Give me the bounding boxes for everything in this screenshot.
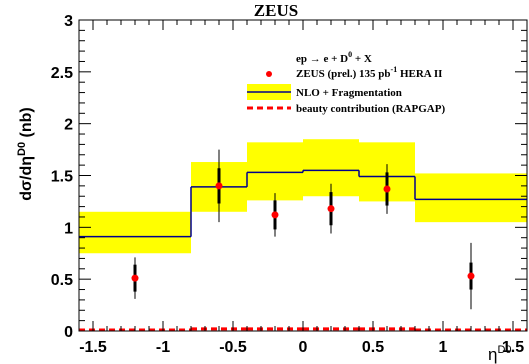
data-point bbox=[383, 185, 391, 193]
x-tick-label: 0 bbox=[299, 339, 308, 356]
y-tick-label: 3 bbox=[64, 13, 73, 30]
x-axis-label: ηD0 bbox=[488, 344, 512, 364]
y-tick-label: 1.5 bbox=[51, 169, 73, 186]
y-tick-label: 2 bbox=[64, 117, 73, 134]
legend-data-label: ZEUS (prel.) 135 pb-1 HERA II bbox=[296, 65, 442, 80]
y-tick-label: 0.5 bbox=[51, 272, 73, 289]
nlo-band-bin bbox=[79, 211, 191, 254]
data-point bbox=[327, 205, 335, 213]
x-tick-label: -1.5 bbox=[79, 339, 107, 356]
y-tick-label: 0 bbox=[64, 324, 73, 341]
x-tick-label: 1.5 bbox=[502, 339, 524, 356]
legend-data-marker bbox=[266, 71, 272, 77]
nlo-band-bin bbox=[415, 173, 527, 223]
y-axis-label: dσ/dηD0 (nb) bbox=[16, 107, 35, 200]
legend-nlo-label: NLO + Fragmentation bbox=[296, 87, 402, 99]
axes-layer bbox=[78, 19, 528, 332]
x-tick-label: 0.5 bbox=[362, 339, 384, 356]
x-tick-label: -1 bbox=[156, 339, 170, 356]
data-point bbox=[215, 182, 223, 190]
x-tick-label: -0.5 bbox=[219, 339, 247, 356]
nlo-band-bin bbox=[247, 142, 303, 201]
x-tick-label: 1 bbox=[439, 339, 448, 356]
process-label: ep → e + D0 + X bbox=[296, 50, 372, 65]
data-point bbox=[467, 272, 475, 280]
legend: ep → e + D0 + X ZEUS (prel.) 135 pb-1 HE… bbox=[247, 50, 445, 115]
legend-beauty-label: beauty contribution (RAPGAP) bbox=[296, 103, 445, 115]
chart-title: ZEUS bbox=[254, 1, 298, 20]
data-points-layer bbox=[131, 149, 475, 310]
data-point bbox=[271, 211, 279, 219]
y-tick-label: 1 bbox=[64, 220, 73, 237]
y-tick-label: 2.5 bbox=[51, 65, 73, 82]
tick-labels-layer: -1.5 -1 -0.5 0 0.5 1 1.5 0 0.5 1 1.5 2 2.5 3 bbox=[51, 13, 524, 356]
data-point bbox=[131, 274, 139, 282]
